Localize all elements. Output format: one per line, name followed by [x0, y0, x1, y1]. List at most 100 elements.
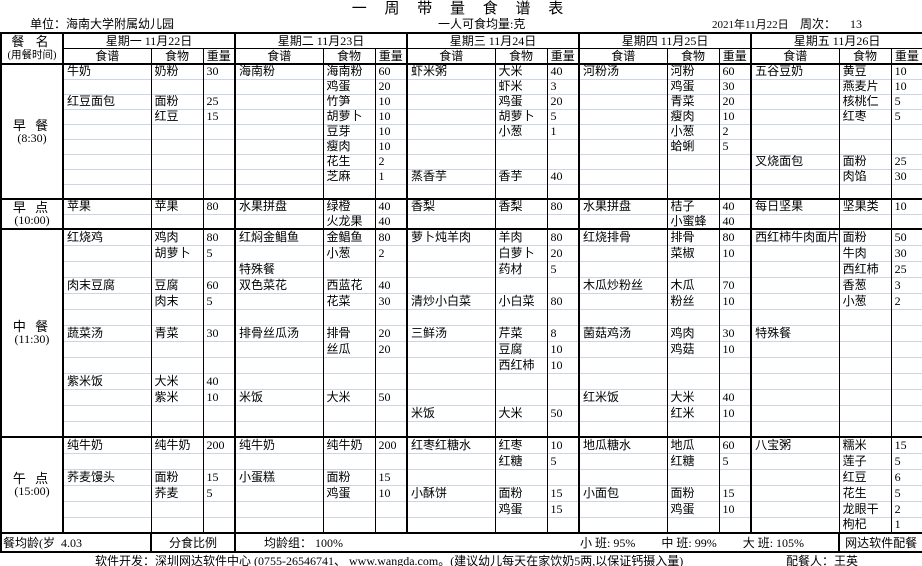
meal-label-1: 早 点 (10:00) — [1, 198, 63, 229]
weight-cell: 80 — [546, 228, 580, 245]
recipe-cell — [406, 340, 496, 357]
weight-cell — [374, 356, 408, 373]
weight-cell: 10 — [374, 123, 408, 139]
recipe-cell — [234, 168, 324, 184]
recipe-cell — [234, 292, 324, 309]
weight-cell — [890, 123, 922, 139]
recipe-cell: 八宝粥 — [750, 436, 840, 453]
recipe-cell — [578, 452, 668, 469]
avg-age-label: 餐均龄(岁 — [3, 536, 55, 550]
meal-column-header: 餐 名 (用餐时间) — [1, 33, 64, 65]
food-cell: 芹菜 — [494, 324, 548, 341]
weight-cell — [546, 516, 580, 533]
food-cell — [322, 516, 376, 533]
food-cell: 红豆 — [150, 108, 203, 124]
weight-cell: 20 — [546, 244, 580, 261]
food-cell — [150, 420, 203, 437]
recipe-cell — [750, 388, 840, 405]
food-cell: 香芋 — [494, 168, 548, 184]
food-cell: 花生 — [838, 484, 892, 501]
subcol-header: 重量 — [718, 48, 752, 65]
day-header-row: 餐 名 (用餐时间) 星期一 11月22日 星期二 11月23日 星期三 11月24… — [1, 33, 922, 65]
food-cell: 木瓜 — [666, 276, 720, 293]
food-cell: 面粉 — [150, 468, 203, 485]
recipe-cell — [750, 213, 840, 229]
food-cell — [838, 213, 892, 229]
recipe-cell: 特殊餐 — [234, 260, 324, 277]
recipe-cell: 肉末豆腐 — [62, 276, 151, 293]
recipe-cell — [62, 260, 151, 277]
recipe-cell — [578, 168, 668, 184]
weight-cell: 10 — [374, 138, 408, 154]
recipe-cell — [406, 260, 496, 277]
recipe-cell — [406, 108, 496, 124]
food-cell — [150, 500, 203, 517]
info-bar: 单位：海南大学附属幼儿园 一人可食均量:克 2021年11月22日 周次： 13 — [0, 17, 922, 32]
weight-cell: 15 — [546, 484, 580, 501]
weight-cell: 30 — [202, 324, 236, 341]
weight-cell — [374, 308, 408, 325]
food-cell — [494, 372, 548, 389]
subcol-header: 食物 — [322, 48, 376, 65]
date-label: 2021年11月22日 — [712, 19, 789, 31]
menu-row: 早 点 (10:00) 苹果 苹果 80 水果拼盘 绿橙 40 香梨 香梨 80 水果拼盘 桔子 40 每日… — [1, 198, 922, 229]
recipe-cell: 水果拼盘 — [578, 198, 668, 214]
weight-cell: 10 — [718, 108, 752, 124]
recipe-cell — [750, 183, 840, 199]
weight-cell: 50 — [890, 228, 922, 245]
weight-cell: 10 — [718, 292, 752, 309]
recipe-cell — [406, 356, 496, 373]
food-cell: 胡萝卜 — [150, 244, 203, 261]
food-cell: 花生 — [322, 153, 376, 169]
weight-cell: 70 — [718, 276, 752, 293]
menu-row: 特殊餐 药材 5 西红柿 25 — [1, 260, 922, 277]
food-cell: 黄豆 — [838, 63, 892, 79]
recipe-cell — [578, 356, 668, 373]
recipe-cell — [62, 123, 151, 139]
food-cell: 排骨 — [322, 324, 376, 341]
recipe-cell — [406, 153, 496, 169]
weight-cell: 5 — [546, 260, 580, 277]
recipe-cell — [62, 516, 151, 533]
menu-row: 米饭 大米 50 红米 10 — [1, 404, 922, 421]
recipe-cell — [406, 213, 496, 229]
menu-row: 中 餐 (11:30) 红烧鸡 鸡肉 80 红焖金鲳鱼 金鲳鱼 80 萝卜炖羊肉 羊肉 80 红烧排骨… — [1, 228, 922, 437]
recipe-cell — [750, 404, 840, 421]
food-cell — [150, 340, 203, 357]
subcol-header: 食谱 — [578, 48, 668, 65]
recipe-cell — [234, 420, 324, 437]
recipe-cell — [750, 93, 840, 109]
weight-cell: 5 — [718, 452, 752, 469]
food-cell — [322, 404, 376, 421]
weight-cell: 60 — [718, 436, 752, 453]
menu-row: 西红柿 10 — [1, 356, 922, 373]
food-cell: 牛肉 — [838, 244, 892, 261]
food-cell — [150, 138, 203, 154]
food-cell — [322, 452, 376, 469]
recipe-cell — [62, 138, 151, 154]
recipe-cell: 红豆面包 — [62, 93, 151, 109]
recipe-cell — [234, 484, 324, 501]
food-cell: 青菜 — [666, 93, 720, 109]
weight-cell: 10 — [718, 340, 752, 357]
menu-row: 瘦肉 10 蛤蜊 5 — [1, 138, 922, 154]
recipe-cell — [406, 388, 496, 405]
meal-time: (11:30) — [14, 332, 50, 346]
food-cell — [838, 324, 892, 341]
menu-table: 餐 名 (用餐时间) 星期一 11月22日 星期二 11月23日 星期三 11月24… — [0, 32, 922, 553]
food-cell — [666, 420, 720, 437]
weight-cell — [718, 356, 752, 373]
recipe-cell — [750, 308, 840, 325]
recipe-cell: 红烧排骨 — [578, 228, 668, 245]
weight-cell — [890, 324, 922, 341]
recipe-cell — [578, 372, 668, 389]
recipe-cell: 河粉汤 — [578, 63, 668, 79]
recipe-cell — [750, 78, 840, 94]
recipe-cell: 排骨丝瓜汤 — [234, 324, 324, 341]
recipe-cell — [62, 420, 151, 437]
weight-cell: 25 — [202, 93, 236, 109]
meal-label-3: 午 点 (15:00) — [1, 436, 63, 533]
weight-cell: 5 — [202, 484, 236, 501]
menu-row: 火龙果 40 小蜜蜂 40 — [1, 213, 922, 229]
food-cell: 粉丝 — [666, 292, 720, 309]
